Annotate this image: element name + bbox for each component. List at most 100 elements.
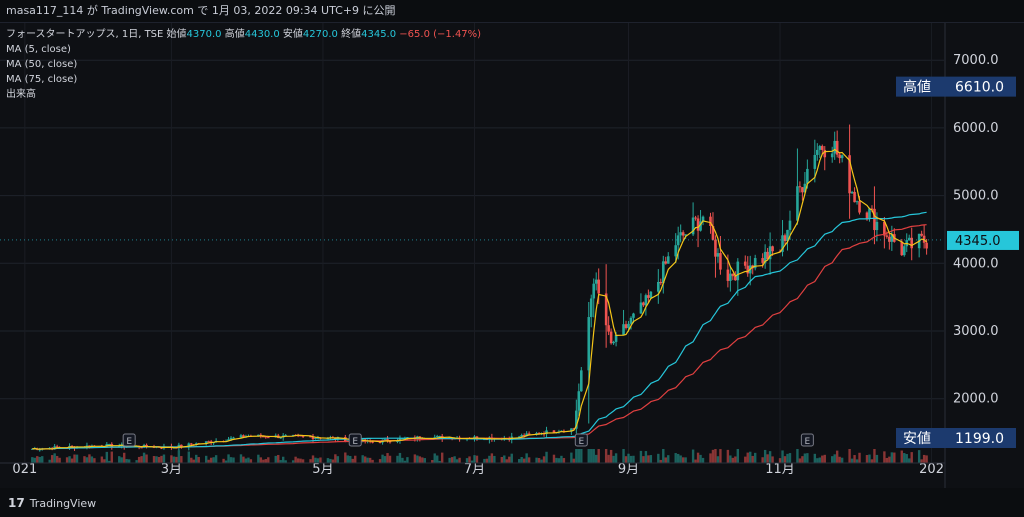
candle-body <box>316 437 320 439</box>
volume-bar <box>145 454 148 463</box>
volume-bar <box>473 455 476 463</box>
candle-body <box>371 441 374 443</box>
high-tag <box>896 76 1016 97</box>
volume-bar <box>140 456 143 463</box>
low-tag <box>896 428 1016 448</box>
volume-bar <box>110 451 113 463</box>
last-price-value: 4345.0 <box>955 234 1001 249</box>
event-label: E <box>578 437 584 447</box>
legend-volume[interactable]: 出来高 <box>6 89 36 100</box>
candle-body <box>806 168 809 184</box>
volume-bar <box>622 449 625 463</box>
candle-body <box>907 237 911 241</box>
candle-body <box>701 216 705 222</box>
candle-body <box>309 436 312 438</box>
candle-body <box>666 256 670 264</box>
moving-averages <box>32 148 927 450</box>
legend-ma50[interactable]: MA (50, close) <box>6 59 78 70</box>
event-label: E <box>352 437 358 447</box>
candle-body <box>761 258 764 263</box>
volume-bar <box>858 452 861 463</box>
candle-body <box>855 201 859 203</box>
candle-body <box>674 245 678 257</box>
volume-bar <box>73 454 76 463</box>
tradingview-logo[interactable]: 17 TradingView <box>8 496 96 510</box>
publish-text: masa117_114 が TradingView.com で 1月 03, 2… <box>6 4 396 17</box>
candle-body <box>577 391 581 411</box>
volume-bar <box>108 460 111 463</box>
candle-body <box>609 331 613 344</box>
candle-body <box>902 246 906 256</box>
volume-bar <box>890 452 894 463</box>
volume-bar <box>247 457 250 463</box>
candle-body <box>766 251 769 260</box>
volume-bar <box>309 459 312 463</box>
grid <box>0 23 1024 488</box>
candle-body <box>684 234 687 236</box>
volume-bar <box>855 459 859 463</box>
candle-body <box>786 229 789 242</box>
candle-body <box>55 446 59 448</box>
volume-bar <box>833 454 836 463</box>
candle-body <box>783 235 787 242</box>
volume-bar <box>674 453 677 463</box>
volume-bar <box>406 457 409 463</box>
price-tick-label: 2000.0 <box>953 392 999 407</box>
time-tick-label: 7月 <box>464 462 485 477</box>
volume-bar <box>212 457 215 463</box>
volume-bar <box>368 457 372 463</box>
volume-bar <box>450 457 454 463</box>
high-value: 6610.0 <box>955 80 1004 96</box>
volume-bar <box>311 455 315 463</box>
volume-bar <box>453 456 456 463</box>
legend-ma75[interactable]: MA (75, close) <box>6 74 78 85</box>
volume-bar <box>120 457 123 463</box>
volume-bar <box>346 455 349 463</box>
candle-body <box>647 295 650 298</box>
candle-body <box>520 435 523 437</box>
legend-ma5[interactable]: MA (5, close) <box>6 44 71 55</box>
earnings-event-marker: E <box>122 433 136 447</box>
candle-body <box>649 291 653 298</box>
volume-bar <box>175 456 178 463</box>
candle-body <box>592 283 596 299</box>
volume-bar <box>639 450 643 463</box>
volume-bar <box>734 456 737 463</box>
candle-body <box>262 436 265 438</box>
brand-label: TradingView <box>29 496 97 510</box>
price-chart[interactable]: E E E E 2000.0 3000.0 4000.0 5000.0 6000.0 7000.… <box>0 23 1024 488</box>
volume-bar <box>783 456 787 463</box>
volume-bar <box>865 455 869 463</box>
candle-body <box>291 434 295 436</box>
candle-body <box>314 437 317 439</box>
candle-body <box>597 279 600 294</box>
candle-body <box>699 221 702 231</box>
volume-bar <box>592 449 595 463</box>
candle-body <box>383 439 387 441</box>
candle-body <box>624 324 628 328</box>
volume-bar <box>595 454 598 463</box>
open-label: 始値 <box>166 29 187 40</box>
volume-bar <box>329 458 332 463</box>
candle-body <box>813 154 817 169</box>
volume-bar <box>75 454 79 463</box>
volume-bar <box>627 453 630 463</box>
candle-body <box>189 443 193 445</box>
candle-body <box>657 281 660 292</box>
volume-bar <box>925 455 928 463</box>
time-tick-label: 5月 <box>312 462 333 477</box>
candle-body <box>681 232 685 236</box>
volume-bar <box>922 454 926 463</box>
volume-bar <box>798 458 802 463</box>
volume-bar <box>458 457 461 463</box>
event-box <box>800 433 814 447</box>
volume-bar <box>806 453 809 463</box>
high-label: 高値 <box>903 79 931 96</box>
volume-bar <box>267 457 270 463</box>
event-box <box>348 433 362 447</box>
volume-bar <box>264 459 268 463</box>
candle-body <box>835 140 839 155</box>
volume-bar <box>500 456 504 463</box>
volume-bar <box>90 456 94 463</box>
candle-body <box>187 443 191 447</box>
